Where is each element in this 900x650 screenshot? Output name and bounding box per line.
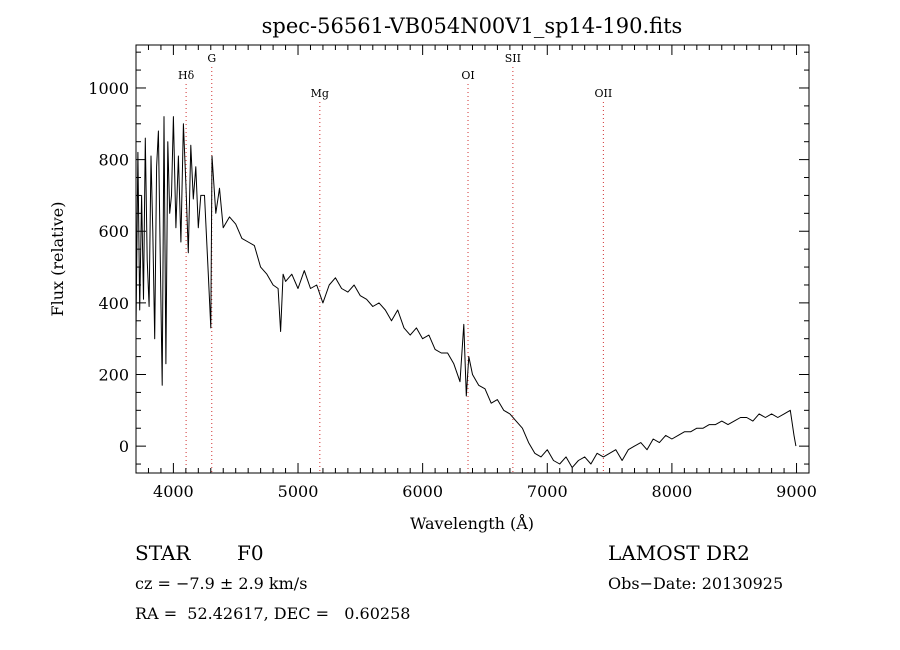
observation-date: Obs−Date: 20130925 <box>608 574 784 593</box>
plot-frame <box>135 44 810 474</box>
spectrum-series <box>135 116 797 469</box>
line-annotation-label: G <box>207 52 216 65</box>
line-annotation-label: Hδ <box>178 69 195 82</box>
y-tick-label: 200 <box>98 366 129 385</box>
line-annotation-label: OI <box>461 69 474 82</box>
x-tick-label: 9000 <box>776 482 817 501</box>
axes: 4000 5000 6000 7000 8000 9000 0 200 400 600 800 100… <box>88 44 817 501</box>
line-annotations: Hδ G Mg OI SII OII <box>178 52 612 473</box>
chart-title: spec-56561-VB054N00V1_sp14-190.fits <box>262 14 683 38</box>
y-tick-label: 0 <box>119 437 129 456</box>
survey-name: LAMOST DR2 <box>608 541 750 565</box>
x-axis-label: Wavelength (Å) <box>410 513 534 533</box>
y-axis-label: Flux (relative) <box>48 202 67 317</box>
redshift-info: cz = −7.9 ± 2.9 km/s <box>135 574 308 593</box>
line-annotation-label: OII <box>595 87 613 100</box>
x-tick-label: 5000 <box>278 482 319 501</box>
object-class: STAR <box>135 541 191 565</box>
y-tick-label: 400 <box>98 294 129 313</box>
x-tick-label: 4000 <box>153 482 194 501</box>
coordinates: RA = 52.42617, DEC = 0.60258 <box>135 604 411 623</box>
y-tick-label: 800 <box>98 151 129 170</box>
x-tick-label: 8000 <box>652 482 693 501</box>
y-tick-label: 600 <box>98 222 129 241</box>
y-tick-label: 1000 <box>88 79 129 98</box>
object-subclass: F0 <box>237 541 264 565</box>
spectrum-line <box>135 116 797 469</box>
line-annotation-label: Mg <box>311 87 329 100</box>
x-tick-label: 7000 <box>527 482 568 501</box>
line-annotation-label: SII <box>505 52 521 65</box>
x-tick-label: 6000 <box>402 482 443 501</box>
